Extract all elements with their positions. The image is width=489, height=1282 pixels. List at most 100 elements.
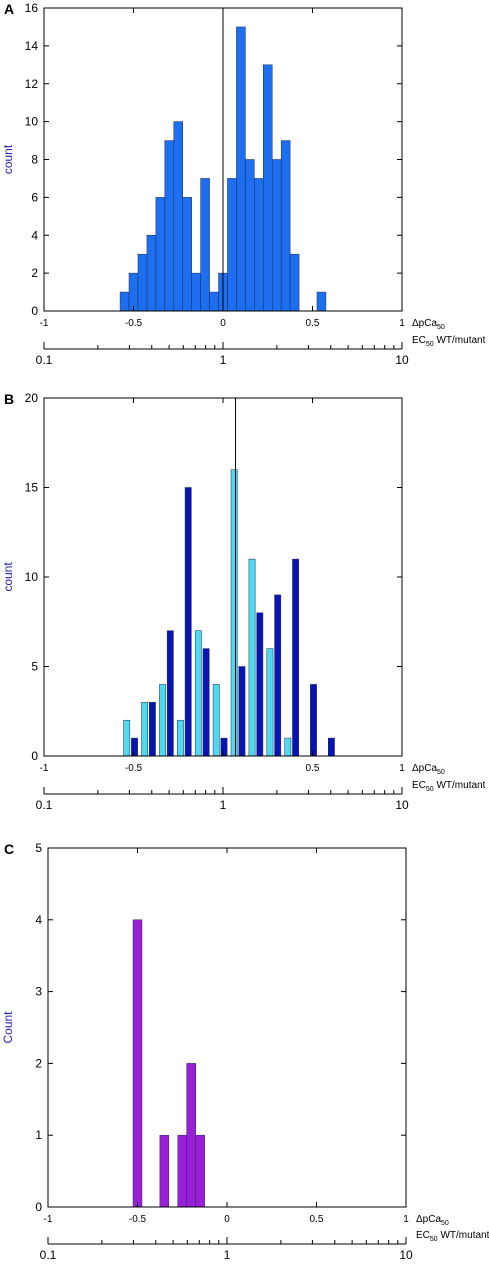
y-tick-label: 14 (25, 39, 39, 53)
bar (256, 612, 264, 757)
bar (155, 197, 166, 312)
plot-frame (43, 397, 403, 757)
x-tick-label: 0 (220, 318, 226, 329)
series-0 (132, 919, 205, 1208)
chart-panel-a: A 0 2 4 6 8 10 12 14 16 -1 -0.5 0 0.5 1 count ΔpCa50 0.1 1… (1, 1, 486, 367)
x-tick-label: -0.5 (125, 318, 143, 329)
bar (166, 630, 174, 757)
bar (186, 1063, 196, 1208)
x-axis-label-sub: 50 (437, 769, 445, 776)
y-tick-label: 5 (35, 841, 42, 855)
bar (292, 558, 299, 757)
bar (200, 178, 210, 312)
bar (146, 235, 157, 312)
panel-label: A (4, 1, 14, 17)
bar (191, 272, 201, 312)
bar (177, 1134, 187, 1208)
bar (182, 197, 192, 312)
bar (159, 1134, 170, 1208)
chart-panel-c: C 0 1 2 3 4 5 -1 -0.5 0 0.5 1 Count ΔpCa50 0.1 1 10EC50 … (1, 841, 489, 1262)
bar (254, 178, 264, 312)
y-tick-label: 10 (25, 570, 39, 584)
x-tick-label: 1 (399, 318, 405, 329)
y-tick-label: 0 (31, 749, 38, 763)
x-tick-label: 0.5 (306, 763, 320, 774)
x-tick-label: 0 (224, 1214, 230, 1225)
y-tick-label: 4 (35, 913, 42, 927)
y-tick-label: 16 (25, 1, 39, 15)
secondary-axis-label: EC50 WT/mutant (412, 780, 486, 793)
x-axis-label: ΔpCa50 (412, 318, 445, 331)
log-tick-label: 1 (220, 353, 227, 367)
log-tick-label: 0.1 (40, 1248, 57, 1262)
y-tick-label: 10 (25, 115, 39, 129)
log-tick-label: 1 (224, 1248, 231, 1262)
bar (195, 1134, 205, 1208)
bar (328, 737, 335, 757)
panel-label: C (4, 841, 14, 857)
plot-frame (47, 847, 407, 1208)
bar (280, 140, 291, 312)
bar (230, 469, 238, 757)
x-tick-label: -1 (44, 1214, 53, 1225)
y-tick-label: 5 (31, 660, 38, 674)
bar (159, 684, 166, 757)
y-axis-label: count (1, 562, 15, 592)
x-tick-label: 1 (399, 763, 405, 774)
bar (209, 291, 219, 312)
y-axis-label: count (1, 144, 15, 174)
series-0 (119, 26, 327, 312)
bar (236, 26, 246, 312)
y-tick-label: 20 (25, 391, 39, 405)
bar (310, 684, 317, 757)
y-tick-label: 12 (25, 77, 39, 91)
log-tick-label: 10 (395, 353, 409, 367)
bar (177, 719, 184, 757)
y-tick-label: 0 (35, 1200, 42, 1214)
bar (149, 702, 156, 757)
y-axis-label: Count (1, 1011, 15, 1044)
secondary-axis-label: EC50 WT/mutant (412, 335, 486, 348)
bar (132, 919, 143, 1208)
bar (202, 648, 210, 757)
bar (289, 253, 300, 312)
x-tick-label: -0.5 (129, 1214, 147, 1225)
y-tick-label: 0 (31, 304, 38, 318)
x-tick-label: 1 (403, 1214, 409, 1225)
bar (263, 64, 273, 312)
x-axis-label: ΔpCa50 (412, 763, 445, 776)
y-tick-label: 15 (25, 481, 39, 495)
log-tick-label: 10 (399, 1248, 413, 1262)
bar (164, 140, 175, 312)
x-tick-label: -1 (40, 763, 49, 774)
bar (184, 487, 192, 757)
x-tick-label: 0.5 (306, 318, 320, 329)
y-tick-label: 4 (31, 228, 38, 242)
x-axis-label-sub: 50 (437, 324, 445, 331)
bar (220, 737, 228, 757)
x-axis-label-sub: 50 (441, 1220, 449, 1227)
bar (119, 291, 130, 312)
y-tick-label: 6 (31, 190, 38, 204)
log-tick-label: 10 (395, 798, 409, 812)
bar (248, 558, 256, 757)
log-tick-label: 1 (220, 798, 227, 812)
bar (227, 178, 237, 312)
x-axis-label-main: ΔpCa (412, 318, 437, 329)
secondary-axis-label: EC50 WT/mutant (416, 1230, 489, 1243)
x-tick-label: -0.5 (125, 763, 143, 774)
bar (238, 666, 246, 757)
log-tick-label: 0.1 (36, 353, 53, 367)
y-tick-label: 1 (35, 1128, 42, 1142)
y-tick-label: 2 (35, 1056, 42, 1070)
bar (212, 684, 220, 757)
bar (131, 737, 138, 757)
bar (194, 630, 202, 757)
bar (137, 253, 148, 312)
x-axis-label-main: ΔpCa (412, 763, 437, 774)
log-tick-label: 0.1 (36, 798, 53, 812)
bar (245, 159, 255, 312)
